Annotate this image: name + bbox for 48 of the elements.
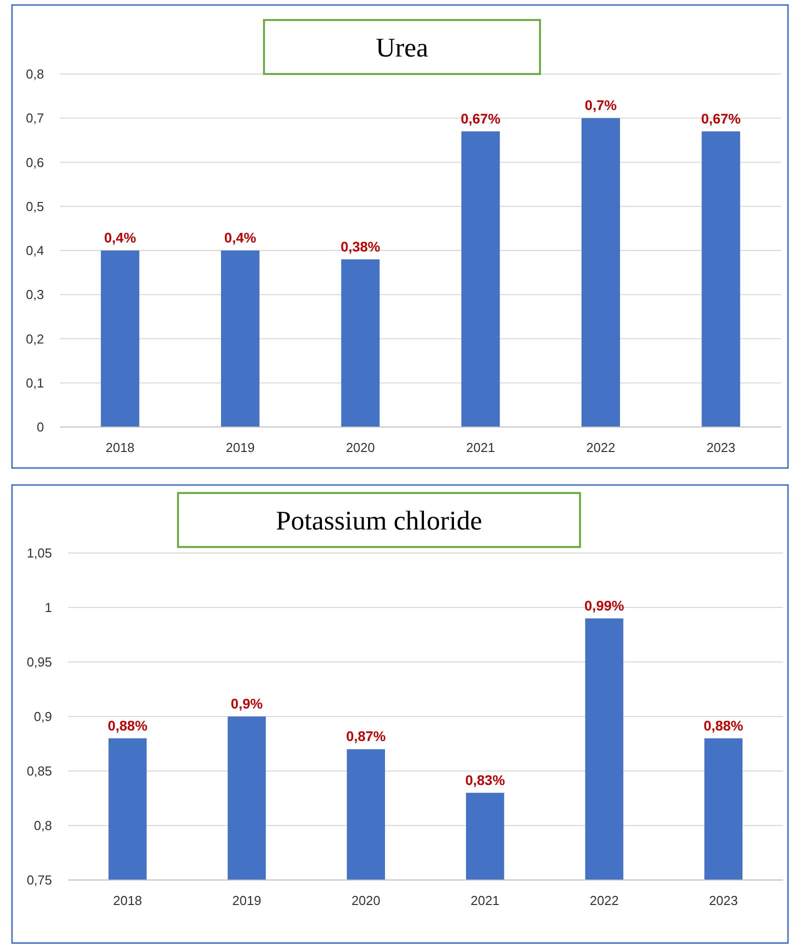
chart-title: Potassium chloride xyxy=(276,505,482,536)
x-tick-label: 2018 xyxy=(113,893,142,908)
bar xyxy=(702,131,740,427)
y-tick-label: 0,4 xyxy=(26,243,44,258)
x-tick-label: 2020 xyxy=(346,440,375,455)
data-label: 0,67% xyxy=(701,110,742,126)
y-tick-label: 0,1 xyxy=(26,375,44,390)
y-tick-label: 0,95 xyxy=(26,654,52,670)
bar xyxy=(461,131,500,427)
x-tick-label: 2023 xyxy=(708,893,738,908)
data-label: 0,88% xyxy=(108,717,148,734)
bar xyxy=(341,259,380,427)
y-tick-label: 0,8 xyxy=(34,818,52,834)
y-tick-label: 0,7 xyxy=(26,110,44,126)
y-tick-label: 0,3 xyxy=(26,287,44,302)
y-tick-label: 0 xyxy=(36,420,44,435)
y-tick-label: 0,8 xyxy=(26,66,44,82)
data-label: 0,83% xyxy=(465,772,506,788)
bar xyxy=(221,250,260,427)
y-tick-label: 1 xyxy=(44,600,52,616)
x-tick-label: 2021 xyxy=(466,440,496,455)
data-label: 0,4% xyxy=(224,230,257,246)
data-label: 0,99% xyxy=(584,597,625,614)
y-tick-label: 0,75 xyxy=(26,872,52,888)
y-tick-label: 0,85 xyxy=(26,764,52,779)
x-tick-label: 2019 xyxy=(232,893,262,908)
data-label: 0,7% xyxy=(584,97,618,114)
x-tick-label: 2021 xyxy=(470,893,500,908)
data-label: 0,38% xyxy=(340,238,381,254)
y-tick-label: 0,2 xyxy=(26,331,44,346)
data-label: 0,88% xyxy=(704,717,744,734)
data-label: 0,87% xyxy=(346,728,386,744)
x-tick-label: 2022 xyxy=(586,440,616,455)
data-label: 0,9% xyxy=(230,696,264,712)
y-tick-label: 0,6 xyxy=(26,154,44,170)
bar xyxy=(582,118,620,427)
x-tick-label: 2018 xyxy=(106,440,135,455)
data-label: 0,4% xyxy=(104,230,137,246)
bar xyxy=(100,250,140,427)
x-tick-label: 2023 xyxy=(706,440,736,455)
chart-title: Urea xyxy=(376,32,428,62)
data-label: 0,67% xyxy=(460,110,501,126)
y-tick-label: 0,9 xyxy=(34,709,52,724)
x-tick-label: 2022 xyxy=(590,893,619,908)
y-tick-label: 1,05 xyxy=(26,546,52,561)
x-tick-label: 2019 xyxy=(226,440,255,455)
x-tick-label: 2020 xyxy=(351,893,380,908)
y-tick-label: 0,5 xyxy=(26,198,44,214)
